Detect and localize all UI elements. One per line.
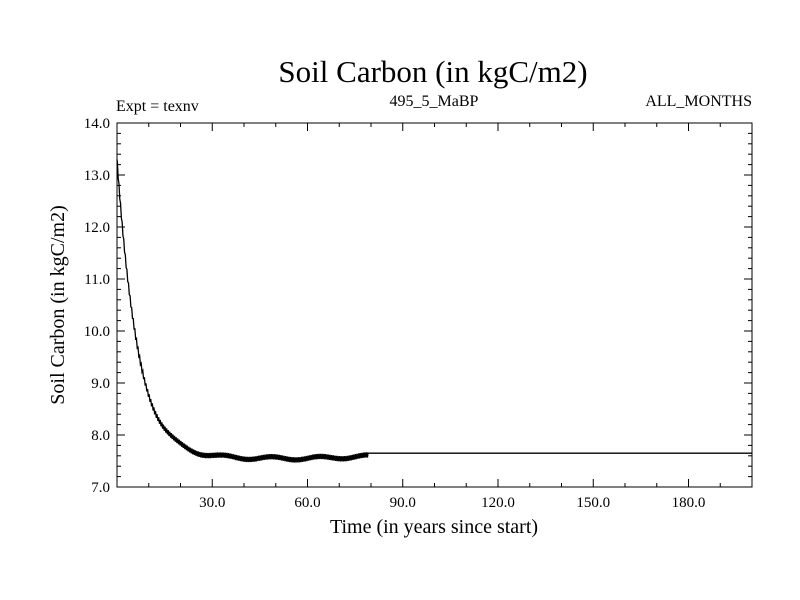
plot-frame — [116, 122, 753, 488]
y-tick-label: 13.0 — [84, 168, 110, 184]
x-tick-label: 120.0 — [481, 495, 515, 511]
y-tick-label: 8.0 — [91, 428, 110, 444]
y-tick-label: 14.0 — [84, 116, 110, 132]
x-tick-label: 150.0 — [576, 495, 610, 511]
y-tick-label: 7.0 — [91, 480, 110, 496]
x-tick-label: 180.0 — [672, 495, 706, 511]
x-axis-ticks: 30.0 60.0 90.0 120.0 150.0 180.0 — [148, 123, 721, 511]
x-tick-label: 30.0 — [199, 495, 225, 511]
x-tick-label: 90.0 — [390, 495, 416, 511]
y-tick-label: 11.0 — [84, 272, 110, 288]
subtitle-expt: Expt = texnv — [116, 98, 199, 115]
y-tick-label: 10.0 — [84, 324, 110, 340]
y-axis-label: Soil Carbon (in kgC/m2) — [47, 205, 69, 404]
y-axis-ticks: 7.0 8.0 9.0 10.0 11.0 12.0 13.0 14.0 — [84, 116, 752, 496]
chart-title: Soil Carbon (in kgC/m2) — [278, 54, 587, 89]
subtitle-months: ALL_MONTHS — [645, 93, 752, 110]
y-tick-label: 12.0 — [84, 220, 110, 236]
y-tick-label: 9.0 — [91, 376, 110, 392]
soil-carbon-series-line — [116, 159, 752, 463]
x-tick-label: 60.0 — [294, 495, 320, 511]
subtitle-period: 495_5_MaBP — [390, 93, 479, 110]
x-axis-label: Time (in years since start) — [330, 516, 538, 538]
